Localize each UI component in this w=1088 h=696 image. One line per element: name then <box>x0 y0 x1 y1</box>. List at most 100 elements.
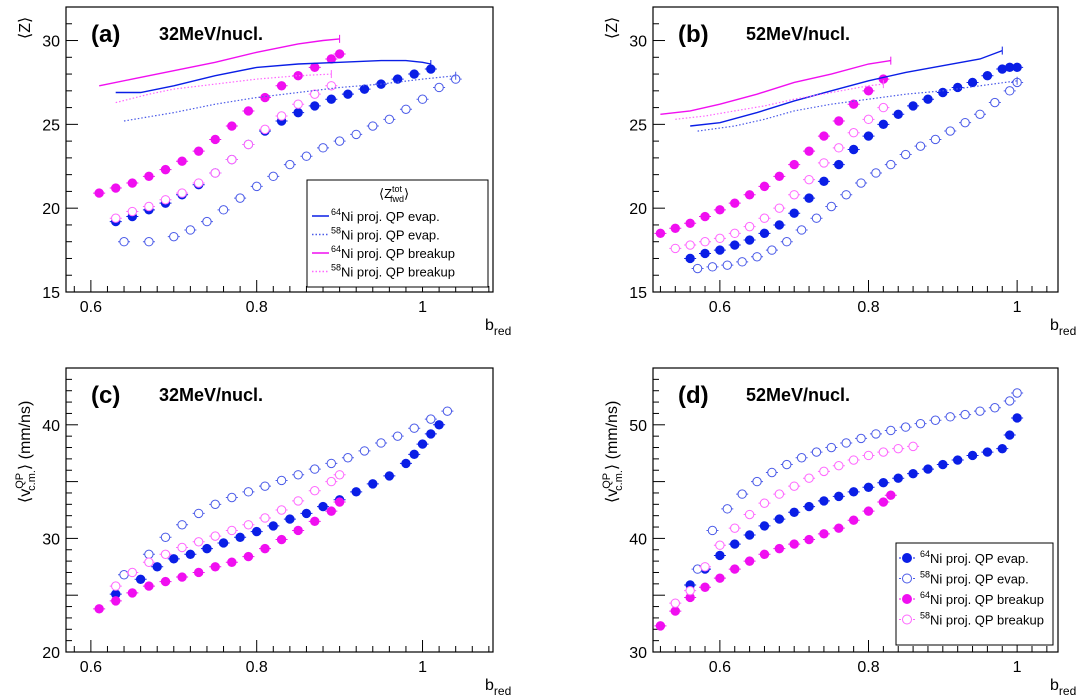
data-point <box>886 490 896 500</box>
legend-entry: 64Ni proj. QP evap. <box>899 549 1029 566</box>
x-axis-title-main: b <box>1050 317 1059 334</box>
plot-frame <box>652 367 1059 653</box>
y-axis-title-sub: c.m. <box>26 470 38 491</box>
y-tick-label: 20 <box>42 201 60 218</box>
data-point <box>848 455 859 465</box>
data-point <box>834 460 844 471</box>
data-point <box>392 431 403 441</box>
data-point <box>243 520 254 530</box>
data-point <box>251 181 262 192</box>
data-point <box>243 551 254 562</box>
data-point <box>185 225 196 235</box>
x-tick-label: 0.6 <box>709 659 731 676</box>
data-point <box>268 521 278 531</box>
data-point <box>409 423 419 433</box>
y-axis-title: ⟨vQPc.m.⟩ (mm/ns) <box>14 401 38 503</box>
data-point <box>767 245 777 255</box>
data-point <box>900 149 911 160</box>
data-point <box>243 139 254 150</box>
data-point <box>293 525 303 536</box>
series-line <box>123 75 456 122</box>
data-point <box>276 475 287 486</box>
data-point <box>276 81 287 91</box>
data-point <box>160 549 171 560</box>
x-tick-label: 0.8 <box>246 299 268 316</box>
x-tick-label: 0.6 <box>80 299 102 316</box>
data-point <box>826 442 837 453</box>
data-point <box>871 168 881 178</box>
data-point <box>737 489 747 499</box>
legend-box <box>895 542 1054 646</box>
series-ni64b-markers-filled <box>93 49 346 198</box>
data-point <box>893 443 903 454</box>
series-line <box>99 38 340 87</box>
y-tick-label: 30 <box>42 531 60 548</box>
data-point <box>737 257 747 267</box>
data-point <box>177 542 187 553</box>
data-point <box>1012 62 1022 73</box>
data-point <box>722 504 733 514</box>
data-point <box>276 505 287 515</box>
data-point <box>967 450 978 461</box>
series-ni64-markers-filled <box>684 413 1024 590</box>
series-ni64b-line-solid <box>99 34 341 87</box>
data-point <box>243 487 254 497</box>
data-point <box>670 243 680 254</box>
data-point <box>293 470 303 480</box>
legend-label: 58Ni proj. QP evap. <box>331 226 440 243</box>
data-point <box>759 181 770 192</box>
data-point <box>144 557 154 567</box>
y-axis-title-end: ⟩ (mm/ns) <box>17 401 34 470</box>
legend-box <box>306 179 489 288</box>
data-point <box>834 523 844 533</box>
data-point <box>144 549 154 560</box>
data-point <box>310 485 320 496</box>
data-point <box>260 481 270 491</box>
series-ni58-markers-open <box>691 388 1024 574</box>
data-point <box>952 82 963 93</box>
data-point <box>878 102 889 113</box>
data-point <box>715 205 725 215</box>
legend-swatch <box>902 614 912 625</box>
data-point <box>975 406 985 416</box>
data-point <box>945 412 955 422</box>
data-point <box>700 582 710 592</box>
data-point <box>368 479 378 489</box>
y-tick-label: 30 <box>629 34 647 51</box>
data-point <box>774 514 785 524</box>
legend-swatch <box>902 594 912 604</box>
series-line <box>697 80 1018 132</box>
data-point <box>819 529 829 539</box>
y-tick-label: 40 <box>42 418 60 435</box>
data-point <box>384 471 395 481</box>
data-point <box>670 606 680 616</box>
data-point <box>730 539 740 549</box>
data-point <box>177 156 187 166</box>
panel-label: (a) <box>91 21 120 48</box>
data-point <box>834 116 844 126</box>
data-point <box>169 554 179 564</box>
data-point <box>789 481 799 491</box>
series-ni64-markers-filled <box>109 420 446 599</box>
data-point <box>334 49 345 59</box>
x-axis-title: bred <box>485 317 511 338</box>
data-point <box>144 201 154 212</box>
legend-label: 64Ni proj. QP evap. <box>920 549 1029 566</box>
data-point <box>251 526 262 537</box>
legend-label-sup: 64 <box>920 590 930 600</box>
legend-label-sup: 64 <box>331 207 341 217</box>
data-point <box>334 497 345 507</box>
data-point <box>700 562 710 572</box>
data-point <box>193 178 204 188</box>
data-point <box>848 487 859 497</box>
legend-label-text: Ni proj. QP breakup <box>341 246 455 261</box>
data-point <box>260 92 270 103</box>
data-point <box>759 549 770 560</box>
data-point <box>343 453 353 463</box>
legend-label: 64Ni proj. QP breakup <box>331 244 455 261</box>
data-point <box>160 532 171 542</box>
data-point <box>685 240 695 250</box>
legend-label-text: Ni proj. QP breakup <box>930 592 1044 607</box>
panel-label: (b) <box>678 21 709 48</box>
data-point <box>326 94 337 104</box>
